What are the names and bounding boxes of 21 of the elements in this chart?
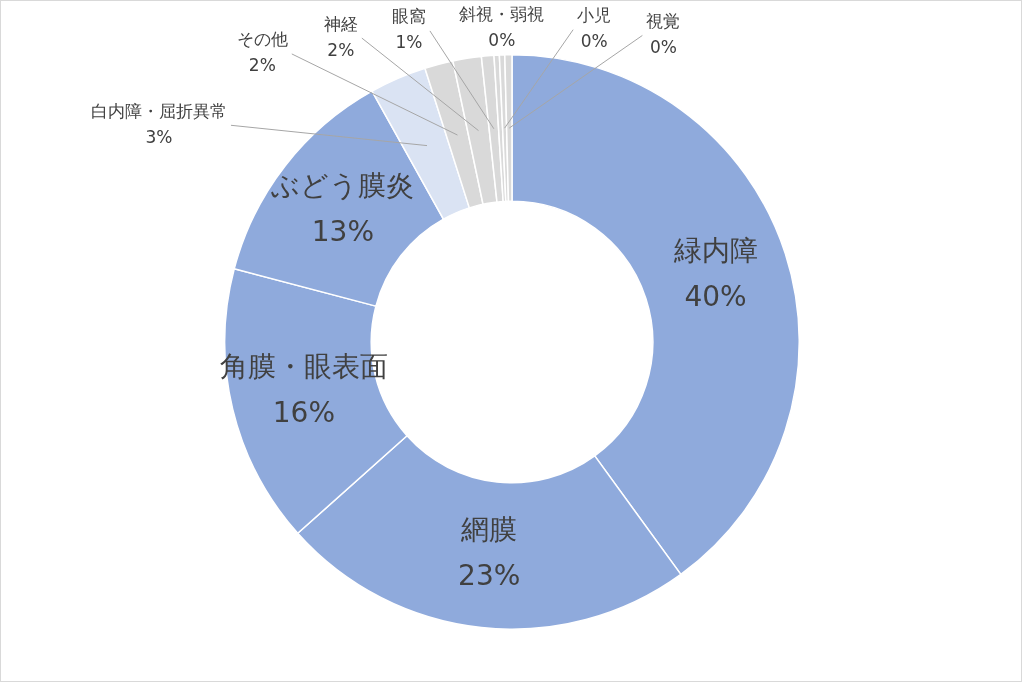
data-label: 0% [488, 30, 516, 51]
data-label: 16% [272, 396, 336, 430]
slice-label: 緑内障 [672, 234, 758, 268]
slice-label: 神経 [323, 13, 358, 34]
data-label: 40% [684, 280, 747, 314]
slice-label: 斜視・弱視 [459, 4, 545, 25]
data-label: 3% [145, 126, 173, 147]
slice-label: その他 [236, 29, 288, 50]
slice-label: 網膜 [460, 513, 518, 547]
data-label: 1% [395, 32, 423, 53]
data-label: 13% [311, 215, 375, 249]
slice-label: 視覚 [646, 10, 681, 31]
data-label: 0% [649, 36, 677, 57]
data-label: 23% [458, 559, 521, 593]
data-label: 2% [248, 55, 276, 76]
slice-label: 眼窩 [391, 6, 426, 27]
slice-label: ぶどう膜炎 [271, 169, 415, 203]
slice-label: 小児 [577, 5, 612, 26]
data-label: 0% [580, 31, 608, 52]
slice-label: 白内障・屈折異常 [90, 100, 227, 121]
data-label: 2% [327, 39, 355, 60]
